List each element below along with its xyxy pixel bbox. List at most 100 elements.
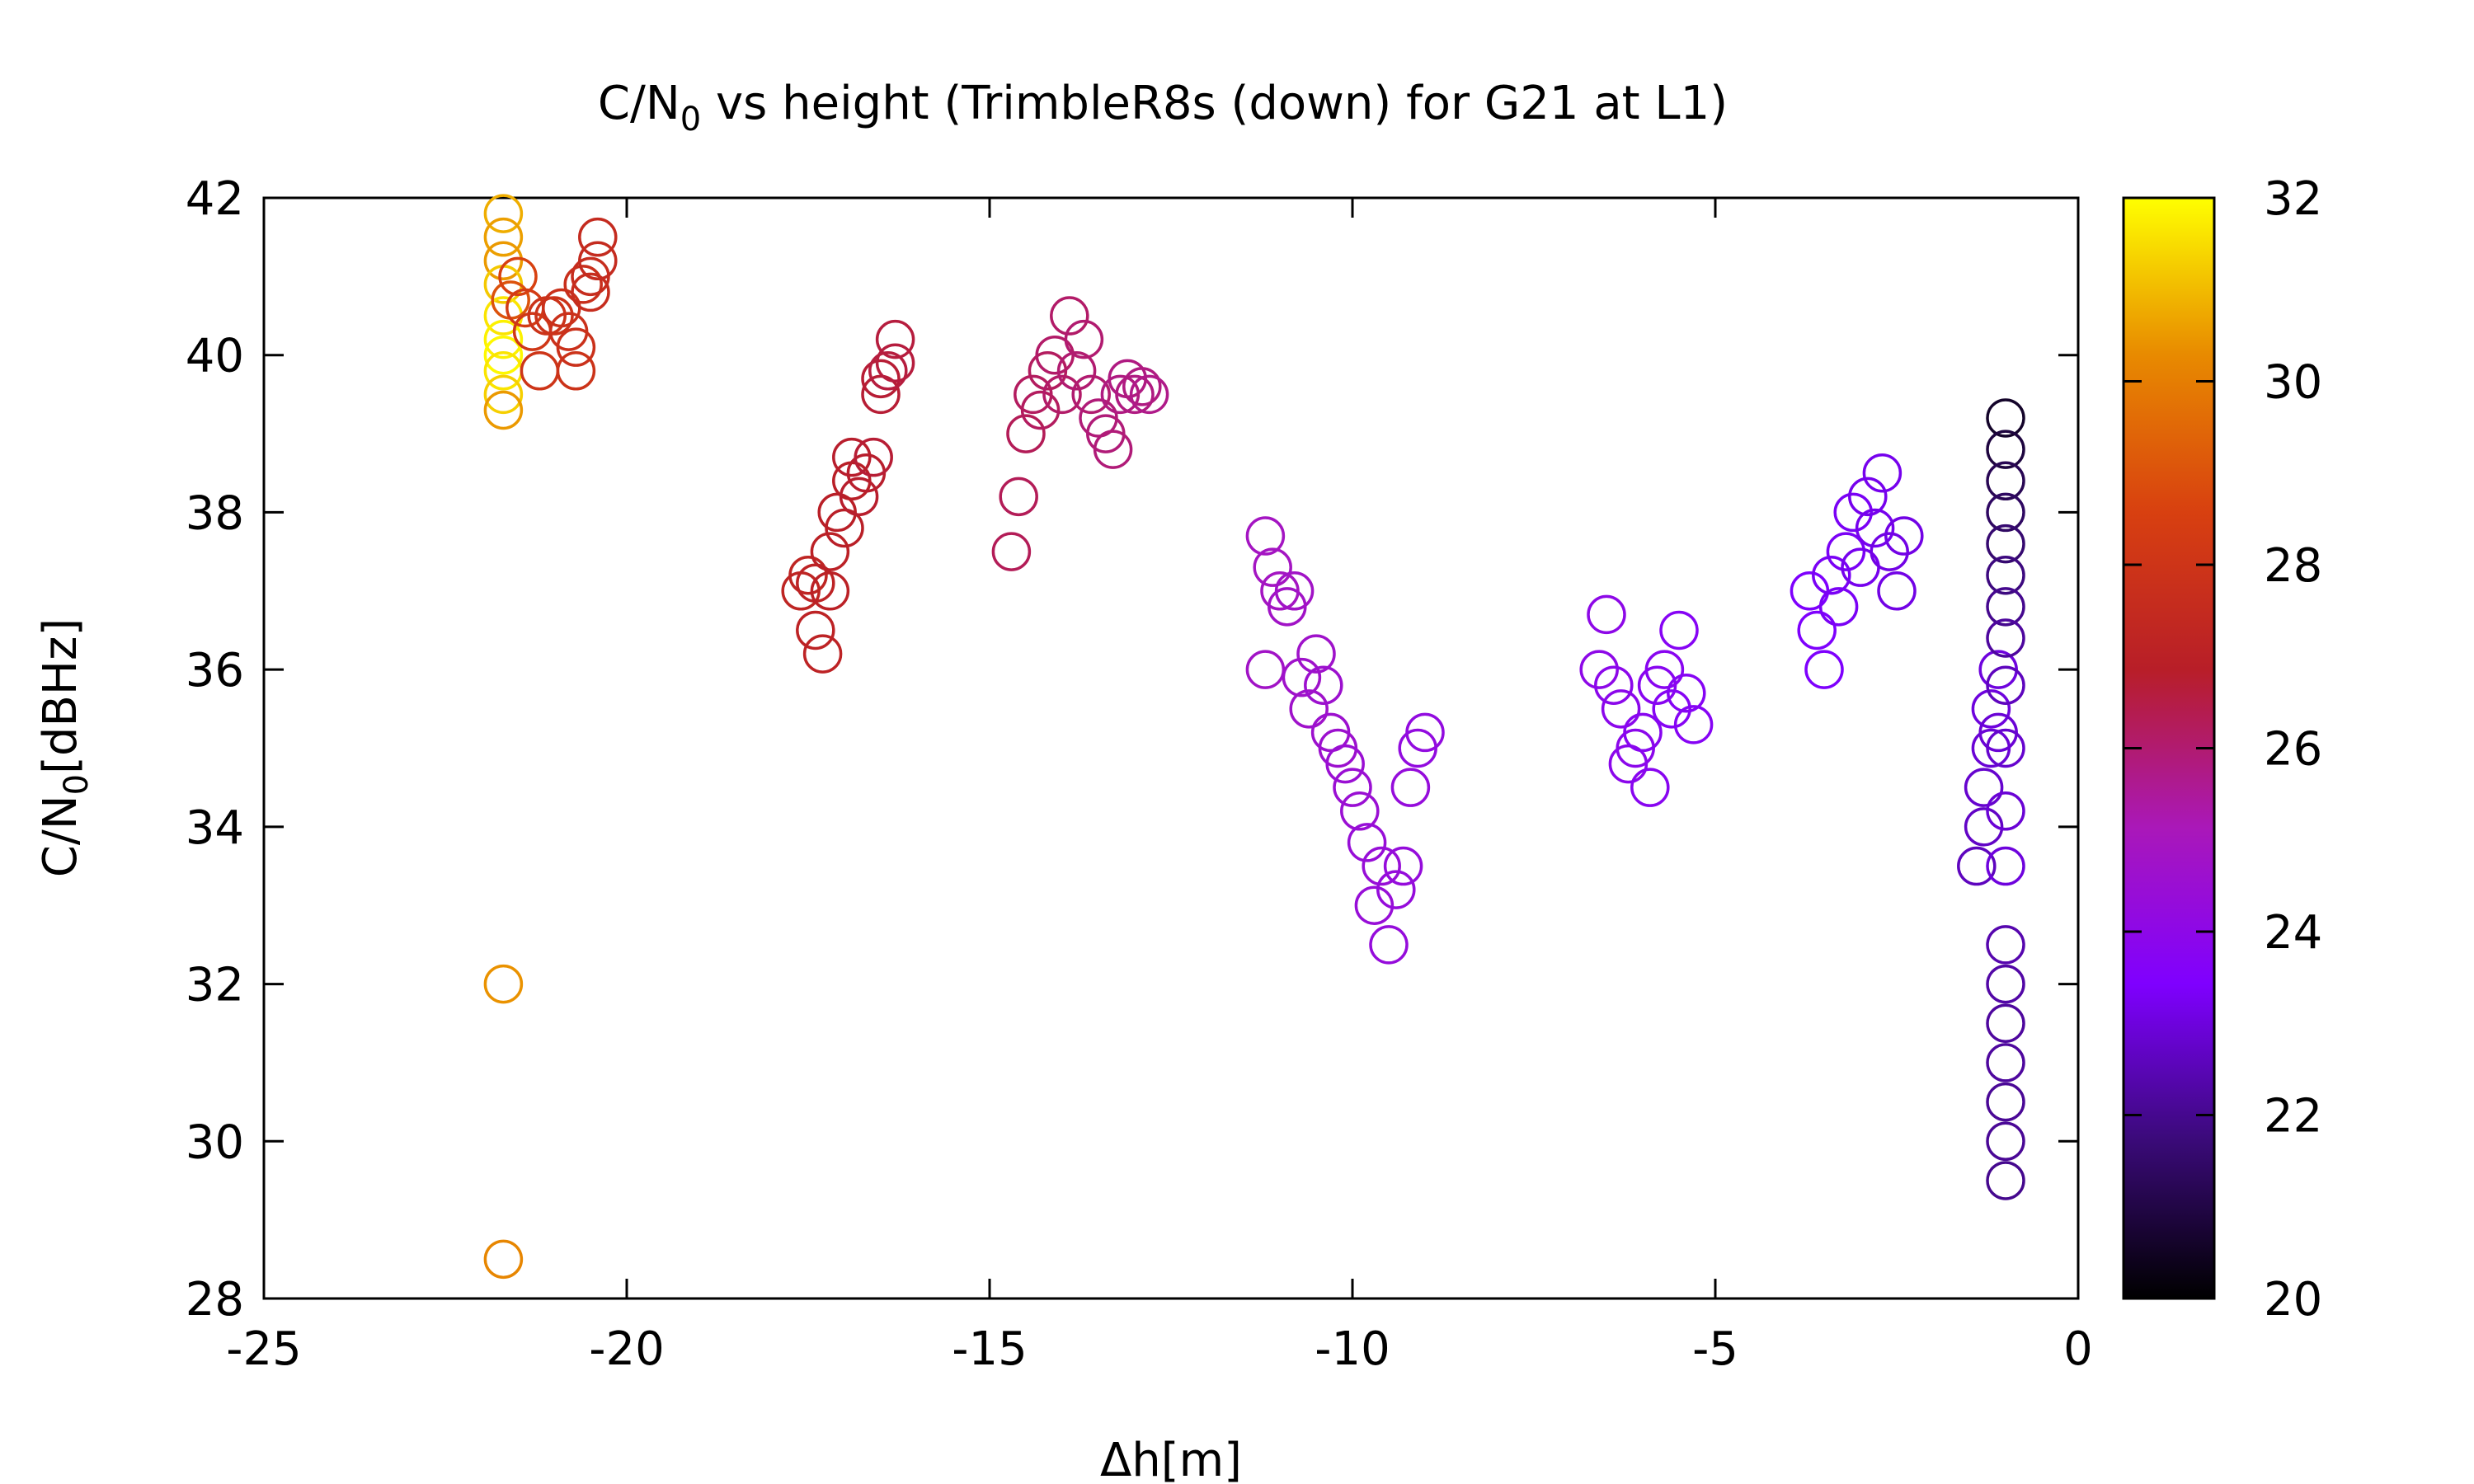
y-tick-label: 36 — [186, 644, 244, 697]
data-point — [825, 508, 864, 548]
data-point — [1812, 555, 1851, 595]
data-point — [1383, 846, 1423, 886]
data-point — [1274, 571, 1315, 611]
data-point — [556, 327, 596, 367]
data-point — [578, 217, 618, 257]
colorbar-tick-label: 26 — [2264, 723, 2322, 777]
data-point — [1986, 1003, 2025, 1043]
data-point — [483, 390, 524, 430]
data-point — [832, 437, 872, 477]
data-point — [1986, 1043, 2025, 1082]
data-point — [796, 610, 835, 650]
data-point — [1064, 319, 1104, 359]
y-tick-label: 32 — [186, 959, 244, 1012]
colorbar-tick-label: 22 — [2264, 1090, 2322, 1144]
data-point — [1884, 516, 1924, 556]
y-tick-label: 30 — [186, 1115, 244, 1169]
data-point — [1115, 374, 1155, 415]
data-point — [861, 374, 901, 415]
data-point — [788, 555, 828, 595]
data-point — [1056, 351, 1097, 391]
data-point — [1848, 477, 1888, 517]
data-point — [1644, 650, 1685, 689]
data-point — [483, 241, 524, 281]
data-point — [1630, 768, 1670, 807]
y-tick-label: 34 — [186, 801, 244, 855]
data-point — [1986, 398, 2025, 438]
data-point — [1826, 532, 1866, 571]
data-point — [1245, 516, 1286, 556]
y-axis-label: C/N0[dBHz] — [34, 618, 96, 877]
data-point — [1971, 689, 2011, 729]
data-point — [1282, 657, 1322, 697]
data-point — [1855, 508, 1895, 548]
colorbar-tick-label: 28 — [2264, 539, 2322, 593]
data-point — [1986, 492, 2025, 533]
data-point — [999, 477, 1038, 517]
data-point — [1986, 665, 2025, 705]
data-point — [1877, 571, 1917, 611]
data-point — [1006, 414, 1046, 453]
x-axis-ticks: -25 -20 -15 -10 -5 0 — [226, 198, 2093, 1376]
data-point — [1673, 705, 1714, 744]
data-point — [1347, 823, 1387, 862]
data-point — [1253, 547, 1292, 587]
data-point — [1804, 650, 1844, 689]
data-point — [1050, 296, 1089, 336]
data-point — [1986, 846, 2025, 886]
data-point — [875, 319, 915, 359]
data-point — [1071, 374, 1111, 415]
data-point — [1020, 390, 1061, 430]
data-point — [1579, 650, 1619, 689]
data-point — [1325, 744, 1365, 784]
data-point — [1986, 430, 2025, 469]
data-point — [1289, 689, 1329, 729]
data-point — [483, 194, 524, 233]
data-point — [483, 217, 524, 257]
data-point — [1340, 791, 1380, 831]
plot-frame — [262, 196, 2080, 1300]
data-point — [1986, 925, 2025, 965]
x-tick-label: -10 — [1315, 1322, 1390, 1376]
data-point — [868, 351, 908, 391]
colorbar-tick-label: 30 — [2264, 356, 2322, 410]
data-point — [1304, 665, 1343, 705]
data-point — [1818, 587, 1859, 627]
data-point — [1986, 524, 2025, 564]
data-point — [1652, 689, 1691, 729]
data-point — [1862, 453, 1903, 493]
data-point — [810, 532, 850, 571]
x-tick-label: -15 — [952, 1322, 1027, 1376]
data-point — [1405, 712, 1445, 753]
y-tick-label: 28 — [186, 1273, 244, 1327]
x-tick-label: 0 — [2063, 1322, 2093, 1376]
colorbar-tick-label: 24 — [2264, 906, 2322, 960]
data-point — [875, 343, 915, 383]
data-point — [1093, 430, 1133, 469]
colorbar-tick-label: 32 — [2264, 172, 2322, 226]
data-point — [1362, 846, 1401, 886]
data-point — [483, 335, 524, 375]
data-point — [483, 1239, 524, 1280]
data-point — [556, 351, 596, 391]
y-tick-label: 38 — [186, 486, 244, 540]
data-point — [1986, 587, 2025, 627]
data-point — [1986, 555, 2025, 595]
data-point — [854, 437, 893, 477]
data-point — [1986, 1161, 2025, 1200]
data-point — [1797, 610, 1837, 650]
data-point — [1986, 964, 2025, 1004]
y-tick-label: 40 — [186, 330, 244, 383]
y-axis-ticks: 28 30 32 34 36 38 40 42 — [186, 172, 2078, 1327]
data-point — [1623, 712, 1663, 753]
data-point — [1964, 768, 2004, 807]
data-point — [1870, 532, 1909, 571]
data-point — [578, 241, 618, 281]
data-point — [991, 532, 1032, 571]
data-point — [802, 634, 843, 674]
data-point — [1964, 807, 2004, 847]
data-point — [542, 288, 581, 328]
data-point — [1986, 618, 2025, 658]
data-point — [1354, 885, 1395, 925]
